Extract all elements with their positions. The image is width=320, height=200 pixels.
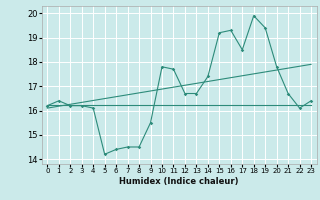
X-axis label: Humidex (Indice chaleur): Humidex (Indice chaleur) (119, 177, 239, 186)
